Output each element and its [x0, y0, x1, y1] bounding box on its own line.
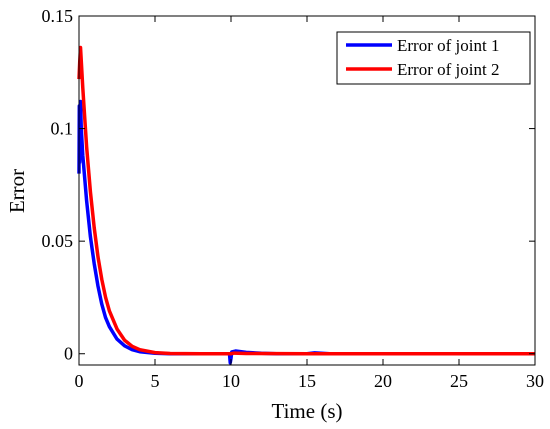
y-tick-label: 0.1 — [51, 119, 74, 139]
legend: Error of joint 1 Error of joint 2 — [336, 31, 531, 85]
x-tick-label: 25 — [450, 371, 468, 391]
x-tick-label: 10 — [222, 371, 240, 391]
x-tick-label: 5 — [151, 371, 160, 391]
x-tick-label: 20 — [374, 371, 392, 391]
series-line-joint-2 — [77, 45, 535, 356]
y-tick-label: 0.15 — [42, 6, 74, 26]
series-layer — [77, 45, 535, 365]
x-tick-label: 0 — [75, 371, 84, 391]
ticks-layer: 0 5 10 15 20 25 30 0 0.05 0.1 0.15 — [42, 6, 545, 391]
x-tick-label: 15 — [298, 371, 316, 391]
legend-box — [336, 31, 531, 85]
legend-label-joint-2: Error of joint 2 — [397, 60, 499, 79]
y-tick-label: 0 — [64, 344, 73, 364]
y-tick-label: 0.05 — [42, 231, 74, 251]
x-tick-label: 30 — [526, 371, 544, 391]
legend-label-joint-1: Error of joint 1 — [397, 36, 499, 55]
series-line-joint-1 — [77, 99, 535, 365]
x-axis-label: Time (s) — [272, 399, 343, 423]
y-axis-label: Error — [5, 169, 29, 213]
